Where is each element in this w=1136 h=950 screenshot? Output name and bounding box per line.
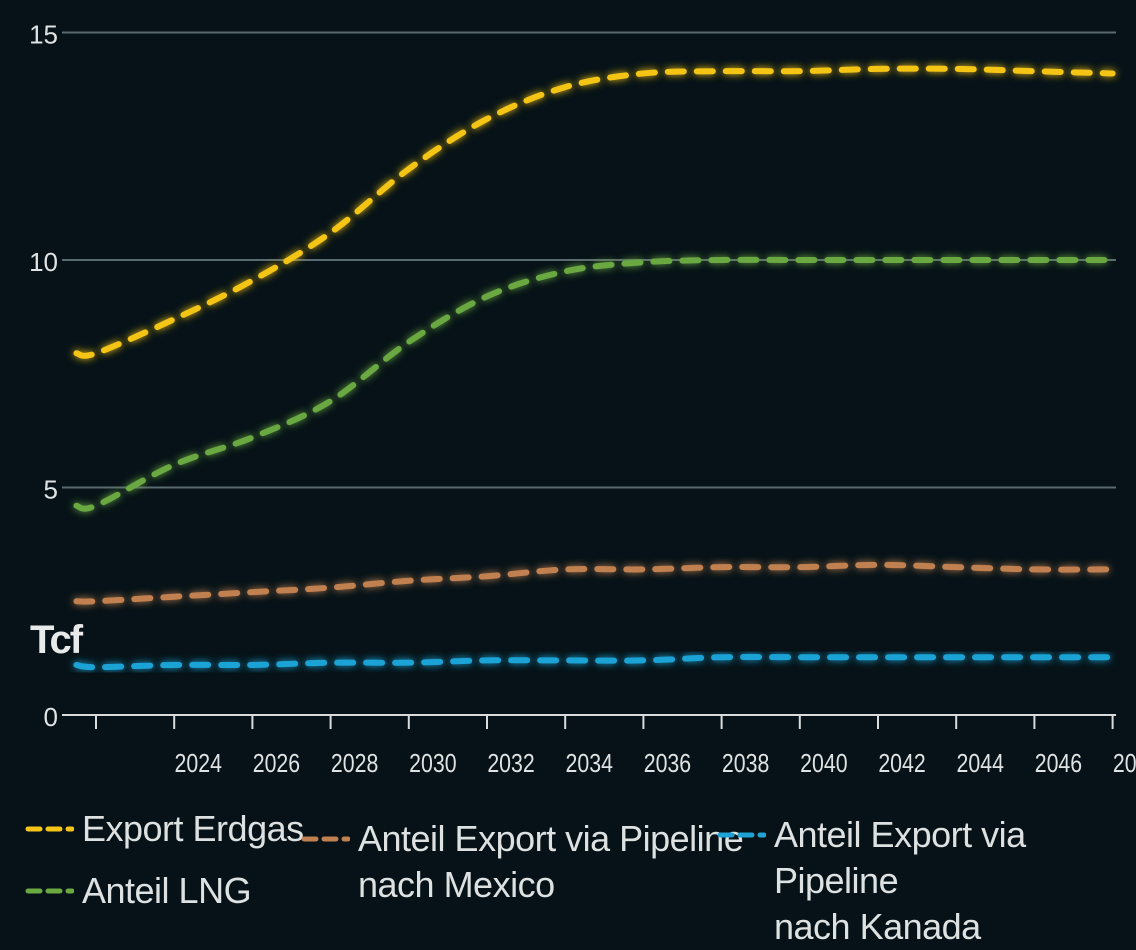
legend-item-pipeline-mexico: Anteil Export via Pipeline nach Mexico: [300, 816, 744, 908]
legend-label: Anteil Export via Pipeline: [774, 814, 1026, 901]
x-tick-label: 2040: [800, 749, 847, 779]
x-tick-label: 2046: [1035, 749, 1082, 779]
series-line-0: [73, 65, 1116, 359]
x-tick-label: 2032: [487, 749, 534, 779]
legend-item-export-erdgas: Export Erdgas: [24, 806, 304, 852]
legend-swatch: [716, 824, 766, 846]
y-tick-label: 15: [29, 20, 58, 50]
legend-swatch: [300, 828, 350, 850]
series-line-3: [73, 653, 1116, 671]
dash-swatch-icon: [25, 888, 74, 894]
legend-label: Anteil LNG: [82, 870, 252, 911]
legend-label: Export Erdgas: [82, 808, 304, 849]
x-tick-label: 2034: [566, 749, 613, 779]
x-tick-label: 2042: [878, 749, 925, 779]
legend-item-anteil-lng: Anteil LNG: [24, 868, 252, 914]
x-tick-label: 2030: [409, 749, 456, 779]
x-tick-label: 2036: [644, 749, 691, 779]
dash-swatch-icon: [25, 826, 74, 832]
y-axis-label: Tcf: [30, 618, 83, 662]
y-tick-label: 0: [44, 702, 58, 732]
legend-item-pipeline-kanada: Anteil Export via Pipeline nach Kanada: [716, 812, 1136, 950]
x-tick-label: 2048: [1113, 749, 1136, 779]
legend-label: Anteil Export via Pipeline: [358, 818, 744, 859]
y-tick-label: 5: [44, 475, 58, 505]
legend-swatch: [24, 880, 74, 902]
series-line-2: [73, 561, 1116, 605]
legend-label-line2: nach Mexico: [358, 864, 555, 905]
x-tick-label: 2026: [253, 749, 300, 779]
x-tick-label: 2028: [331, 749, 378, 779]
legend-label-line2: nach Kanada: [774, 906, 981, 947]
series-line-1: [73, 256, 1116, 512]
legend-swatch: [24, 818, 74, 840]
dash-swatch-icon: [301, 836, 350, 842]
x-tick-label: 2024: [175, 749, 222, 779]
y-tick-label: 10: [29, 247, 58, 277]
dash-swatch-icon: [717, 832, 766, 838]
x-tick-label: 2044: [957, 749, 1004, 779]
x-tick-label: 2038: [722, 749, 769, 779]
